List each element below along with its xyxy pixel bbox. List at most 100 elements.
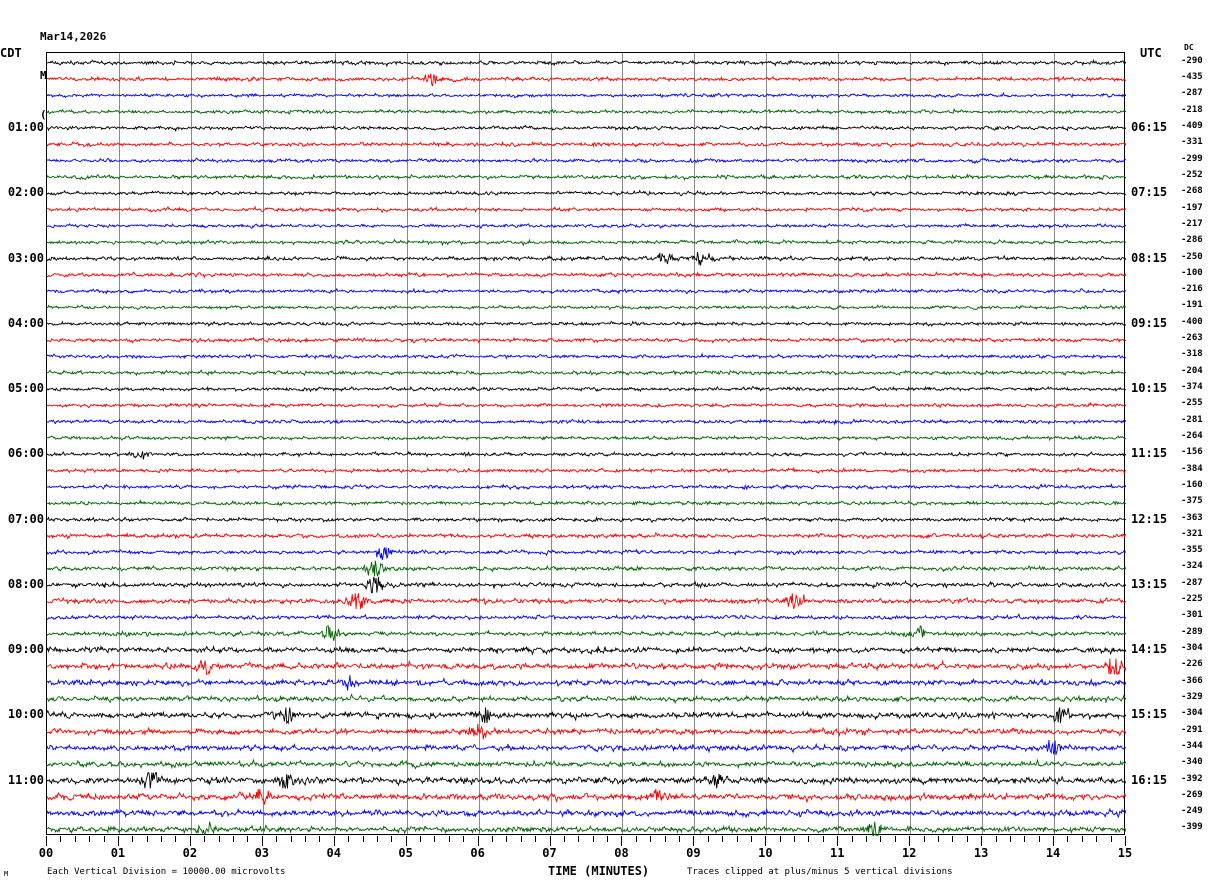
dc-value-row-37: -226 [1181, 659, 1203, 670]
dc-value-row-5: -331 [1181, 137, 1203, 148]
x-tick-minor-10-2 [794, 836, 796, 842]
x-tick-minor-3-1 [276, 836, 278, 842]
trace-row-22 [47, 418, 1126, 426]
left-time-label-1100: 11:00 [7, 772, 44, 787]
x-tick-major-10 [765, 836, 767, 846]
dc-value-row-29: -321 [1181, 528, 1203, 539]
grid-lines [47, 53, 1124, 834]
trace-row-1 [47, 73, 1126, 87]
left-time-label-0200: 02:00 [7, 185, 44, 200]
x-tick-major-6 [477, 836, 479, 846]
dc-value-row-1: -435 [1181, 72, 1203, 83]
dc-value-row-8: -268 [1181, 186, 1203, 197]
x-tick-minor-0-4 [103, 836, 105, 842]
x-tick-minor-8-4 [679, 836, 680, 842]
x-tick-major-2 [189, 836, 191, 846]
x-tick-minor-1-4 [175, 836, 177, 842]
dc-value-row-16: -400 [1181, 316, 1203, 327]
dc-value-row-7: -252 [1181, 169, 1203, 180]
trace-row-7 [47, 173, 1126, 181]
x-tick-minor-5-1 [420, 836, 422, 842]
x-tick-minor-7-1 [563, 836, 565, 842]
x-tick-minor-13-2 [1009, 836, 1011, 842]
right-time-label-1315: 13:15 [1131, 576, 1168, 591]
dc-value-row-35: -289 [1181, 626, 1203, 637]
trace-row-20 [47, 385, 1126, 393]
x-tick-minor-11-2 [866, 836, 868, 842]
trace-row-19 [47, 368, 1126, 377]
x-tick-minor-0-2 [74, 836, 76, 842]
trace-row-38 [47, 675, 1126, 691]
trace-row-42 [47, 740, 1126, 755]
gridline-minute-5 [406, 53, 408, 834]
left-timezone-label: CDT [0, 46, 22, 60]
right-time-label-0815: 08:15 [1131, 250, 1168, 265]
x-tick-minor-6-1 [491, 836, 493, 842]
x-tick-minor-12-4 [966, 836, 968, 842]
x-axis-label-15: 15 [1117, 846, 1133, 860]
x-axis-label-03: 03 [254, 846, 270, 860]
right-time-label-0715: 07:15 [1131, 185, 1168, 200]
x-tick-major-14 [1053, 836, 1055, 846]
x-tick-major-5 [405, 836, 407, 846]
dc-value-row-24: -156 [1181, 447, 1203, 458]
left-time-label-0800: 08:00 [7, 576, 44, 591]
trace-row-25 [47, 466, 1126, 475]
left-time-label-0500: 05:00 [7, 381, 44, 396]
dc-value-row-43: -340 [1181, 757, 1203, 768]
trace-row-18 [47, 352, 1126, 360]
x-tick-minor-3-3 [304, 836, 306, 842]
dc-value-row-23: -264 [1181, 430, 1203, 441]
x-tick-minor-10-4 [822, 836, 824, 842]
trace-row-3 [47, 107, 1126, 115]
trace-row-4 [47, 124, 1126, 133]
right-time-label-0615: 06:15 [1131, 120, 1168, 135]
x-axis-label-00: 00 [38, 846, 54, 860]
dc-value-row-34: -301 [1181, 610, 1203, 621]
dc-value-row-17: -263 [1181, 333, 1203, 344]
x-tick-minor-4-4 [391, 836, 393, 842]
dc-value-row-20: -374 [1181, 382, 1203, 393]
dc-value-row-6: -299 [1181, 153, 1203, 164]
x-tick-minor-2-3 [233, 836, 235, 842]
gridline-minute-12 [910, 53, 912, 834]
x-tick-minor-2-2 [218, 836, 220, 842]
x-axis-label-07: 07 [542, 846, 557, 860]
dc-value-row-0: -290 [1181, 55, 1203, 66]
x-tick-minor-4-3 [376, 836, 378, 842]
trace-row-13 [47, 271, 1126, 279]
trace-row-26 [47, 482, 1126, 491]
dc-value-row-38: -366 [1181, 675, 1203, 686]
left-time-label-0100: 01:00 [7, 120, 44, 135]
x-axis-label-11: 11 [830, 846, 845, 860]
dc-value-row-47: -399 [1181, 822, 1203, 833]
dc-value-row-42: -344 [1181, 740, 1203, 751]
trace-row-47 [47, 821, 1126, 836]
dc-value-row-45: -269 [1181, 789, 1203, 800]
trace-row-46 [47, 807, 1126, 819]
x-tick-minor-14-4 [1110, 836, 1112, 842]
trace-row-27 [47, 499, 1126, 507]
trace-row-28 [47, 516, 1126, 524]
x-tick-minor-4-2 [362, 836, 364, 842]
x-axis-label-08: 08 [614, 846, 629, 860]
trace-row-23 [47, 434, 1126, 442]
x-tick-minor-5-4 [463, 836, 465, 842]
seismogram-plot[interactable] [46, 52, 1126, 836]
left-time-label-0700: 07:00 [7, 511, 44, 526]
x-axis-label-06: 06 [470, 846, 485, 860]
trace-row-15 [47, 303, 1126, 312]
dc-value-row-10: -217 [1181, 218, 1203, 229]
x-tick-minor-1-2 [146, 836, 148, 842]
dc-value-row-32: -287 [1181, 577, 1203, 588]
dc-value-row-11: -286 [1181, 235, 1203, 246]
trace-row-11 [47, 238, 1126, 247]
right-time-label-1515: 15:15 [1131, 707, 1168, 722]
dc-value-row-21: -255 [1181, 398, 1203, 409]
right-time-label-1415: 14:15 [1131, 642, 1168, 657]
trace-row-43 [47, 758, 1126, 770]
x-tick-minor-9-3 [736, 836, 738, 842]
dc-value-row-3: -218 [1181, 104, 1203, 115]
dc-value-row-27: -375 [1181, 496, 1203, 507]
trace-row-41 [47, 723, 1126, 740]
